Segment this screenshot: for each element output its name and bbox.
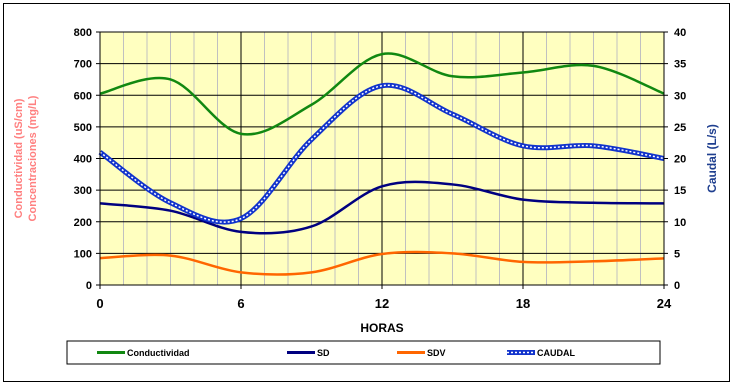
series-line-caudal-hatch: [99, 84, 665, 223]
y-left-tick-label: 600: [74, 90, 92, 102]
series-line-sd: [99, 180, 665, 235]
x-tick-label: 18: [516, 296, 530, 311]
x-tick-label: 6: [237, 296, 244, 311]
y-left-axis-title-2: Concentraciones (mg/L): [27, 95, 39, 221]
chart-frame: 0 100 200 300 400 500 600 700 800 0 5 10 15 20 25 30 35 4…: [3, 3, 730, 382]
y-right-tick-label: 20: [674, 154, 686, 166]
legend-label-sd: SD: [317, 348, 330, 358]
y-left-tick-label: 100: [74, 248, 92, 260]
y-left-tick-label: 700: [74, 59, 92, 71]
x-tick-label: 12: [375, 296, 389, 311]
legend-box: [66, 340, 661, 365]
y-right-tick-label: 40: [674, 27, 686, 39]
y-left-tick-label: 200: [74, 217, 92, 229]
y-right-tick-label: 30: [674, 90, 686, 102]
y-left-tick-label: 300: [74, 185, 92, 197]
legend-label-conductividad: Conductividad: [127, 348, 190, 358]
series-line-sdv: [99, 250, 665, 276]
y-right-tick-label: 10: [674, 217, 686, 229]
y-right-tick-label: 5: [674, 248, 680, 260]
series-line-conductividad: [99, 52, 665, 136]
x-axis-title: HORAS: [360, 321, 403, 335]
y-right-tick-label: 25: [674, 122, 686, 134]
legend-label-sdv: SDV: [427, 348, 446, 358]
y-right-tick-label: 0: [674, 280, 680, 292]
y-left-axis-title-1: Conductividad (uS/cm): [13, 98, 25, 218]
y-right-tick-label: 35: [674, 59, 686, 71]
x-tick-label: 24: [657, 296, 672, 311]
y-right-tick-label: 15: [674, 185, 686, 197]
y-left-tick-label: 800: [74, 27, 92, 39]
legend-label-caudal: CAUDAL: [537, 348, 575, 358]
y-right-axis-title: Caudal (L/s): [705, 124, 719, 193]
y-left-tick-label: 400: [74, 154, 92, 166]
x-tick-label: 0: [96, 296, 103, 311]
y-left-tick-label: 500: [74, 122, 92, 134]
line-chart: 0100200300400500600700800051015202530354…: [13, 27, 719, 365]
y-left-tick-label: 0: [86, 280, 92, 292]
